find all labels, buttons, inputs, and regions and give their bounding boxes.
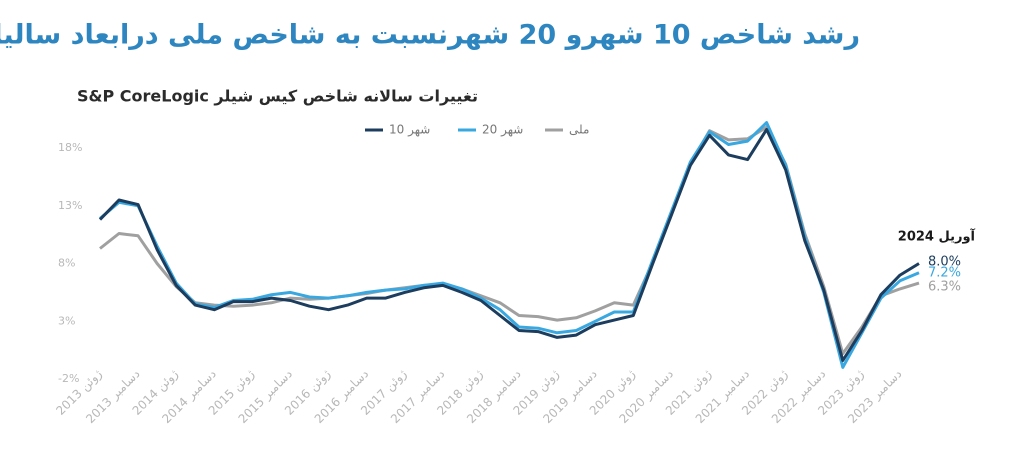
series-line <box>99 121 920 369</box>
chart-subtitle: تغییرات سالانه شاخص کیس شیلر S&P CoreLog… <box>77 87 478 106</box>
y-tick-label: 13% <box>58 199 82 212</box>
legend-label: ملی <box>569 123 589 137</box>
y-tick-label: 18% <box>58 141 82 154</box>
legend-label: 20 شهر <box>482 123 523 138</box>
y-tick-label: 8% <box>58 257 75 270</box>
y-tick-label: -2% <box>58 372 79 385</box>
annotation: آوریل 2024 <box>898 228 976 245</box>
value-label: 6.3% <box>928 280 961 295</box>
value-label: 8.0% <box>928 255 961 270</box>
chart-title: رشد شاخص 10 شهرو 20 شهرنسبت به شاخص ملی … <box>0 20 860 51</box>
series-line <box>98 128 920 362</box>
value-label: 7.2% <box>928 266 961 281</box>
y-tick-label: 3% <box>58 314 75 327</box>
legend-label: 10 شهر <box>389 123 430 138</box>
